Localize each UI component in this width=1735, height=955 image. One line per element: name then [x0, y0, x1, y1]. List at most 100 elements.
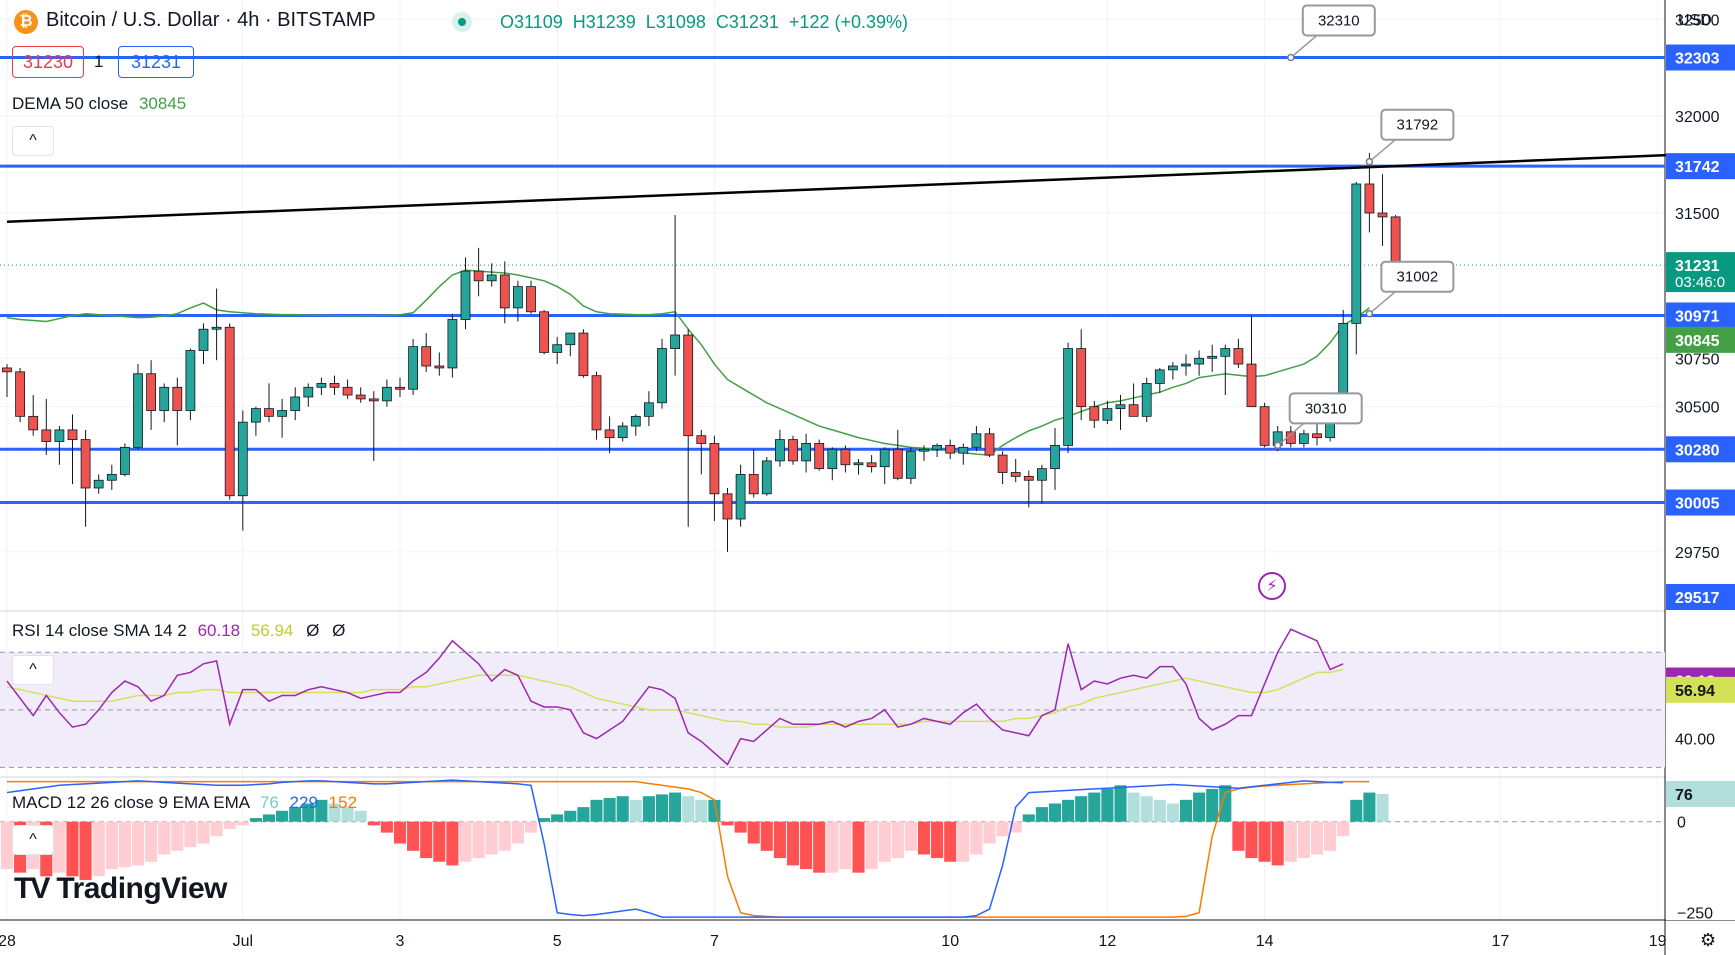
settings-icon[interactable]: ⚙	[1700, 930, 1717, 950]
macd-histogram-bar	[171, 821, 184, 851]
sell-price-button[interactable]: 31230	[12, 46, 84, 78]
candle-body	[1089, 406, 1100, 421]
macd-histogram-bar	[839, 821, 852, 870]
macd-hist-badge: 76	[1675, 787, 1693, 804]
candle-body	[578, 332, 589, 377]
candle-body	[486, 274, 497, 282]
macd-tick-label: 0	[1677, 815, 1686, 832]
macd-signal-value: 152	[328, 793, 358, 812]
macd-histogram-bar	[105, 821, 118, 870]
candle-body	[1037, 468, 1047, 481]
candle-body	[1128, 404, 1139, 417]
callouts[interactable]: 32310 31792 31002 30310	[1273, 4, 1455, 450]
price-tick-label: 32000	[1675, 109, 1720, 126]
callout-anchor	[1273, 441, 1282, 450]
macd-histogram-bar	[511, 821, 524, 844]
candle-body	[329, 383, 340, 388]
collapse-legend-button[interactable]: ^	[12, 126, 54, 156]
macd-histogram-bar	[1166, 803, 1179, 822]
macd-histogram-bar	[1193, 792, 1206, 822]
price-badge: 29517	[1675, 590, 1720, 607]
macd-label: MACD 12 26 close 9 EMA EMA	[12, 793, 250, 812]
macd-histogram-bar	[786, 821, 800, 866]
candle-body	[801, 443, 811, 462]
macd-histogram-bar	[878, 821, 891, 862]
time-axis[interactable]: 28 Jul 3 5 7 10 12 14 17 19	[0, 933, 1667, 950]
callout-box	[1288, 392, 1363, 425]
rsi-sma-line	[6, 668, 1344, 728]
candle-body	[879, 448, 890, 468]
macd-histogram-bar	[236, 821, 249, 826]
macd-histogram-bar	[669, 792, 682, 822]
dema-legend[interactable]: DEMA 50 close 30845	[12, 94, 186, 114]
candle-body	[1168, 365, 1178, 371]
macd-histogram-bar	[564, 810, 577, 822]
hline-price-badge-bg	[1666, 302, 1735, 329]
price-badge-sub: 03:46:0	[1675, 274, 1725, 291]
candle-body	[591, 375, 602, 431]
candle-body	[906, 450, 916, 479]
candle-body	[919, 448, 929, 452]
currency-label[interactable]: USD	[1678, 12, 1712, 29]
price-axis[interactable]: 32500 32000 31500 30750 30500 29750 40.00 0 −250…	[1666, 0, 1735, 923]
time-tick-label: 14	[1256, 933, 1274, 950]
rsi-collapse-button[interactable]: ^	[12, 655, 54, 685]
macd-histogram-bar	[957, 821, 970, 862]
price-tick-label: 30750	[1675, 351, 1720, 368]
rsi-legend[interactable]: RSI 14 close SMA 14 2 60.18 56.94 Ø Ø	[12, 621, 345, 641]
hline-price-badge-bg	[1666, 44, 1735, 71]
candle-body	[1299, 433, 1309, 444]
candle-body	[316, 383, 327, 388]
time-tick-label: Jul	[233, 933, 253, 950]
market-status-icon[interactable]	[452, 12, 472, 32]
candle-body	[827, 448, 838, 470]
trendline[interactable]	[6, 152, 1697, 223]
candle-body	[159, 386, 170, 411]
candle-body	[840, 448, 851, 466]
price-tick-label: 30500	[1675, 400, 1720, 417]
macd-histogram-bar	[917, 821, 931, 855]
candle-body	[120, 446, 130, 475]
macd-histogram-bar	[1245, 821, 1258, 859]
flash-icon[interactable]: ⚡	[1258, 572, 1286, 600]
candle-body	[1181, 363, 1191, 367]
candle-body	[617, 425, 628, 439]
macd-legend[interactable]: MACD 12 26 close 9 EMA EMA 76 229 152	[12, 793, 357, 813]
macd-collapse-button[interactable]: ^	[12, 825, 54, 855]
time-tick-label: 28	[0, 933, 16, 950]
macd-histogram-bar	[1258, 821, 1271, 862]
candle-body	[788, 439, 798, 462]
candle-body	[434, 365, 445, 369]
time-tick-label: 17	[1492, 933, 1510, 950]
candle-body	[630, 415, 641, 427]
macd-histogram-bar	[747, 821, 760, 844]
macd-histogram-bar	[210, 821, 223, 837]
rsi-pane	[0, 628, 1665, 768]
macd-histogram-bar	[184, 821, 197, 848]
macd-histogram-bar	[800, 821, 813, 870]
spread-value: 1	[94, 52, 104, 71]
macd-histogram-bar	[1350, 799, 1363, 822]
candle-body	[683, 334, 694, 437]
macd-histogram-bar	[1284, 821, 1297, 862]
macd-signal-line	[7, 780, 1370, 918]
rsi-tick-label: 40.00	[1675, 732, 1715, 749]
candle-body	[395, 386, 405, 390]
hline-price-badge: 31742	[1675, 159, 1720, 176]
horizontal-lines[interactable]	[0, 56, 1665, 505]
buy-price-button[interactable]: 31231	[118, 46, 194, 78]
tradingview-logo[interactable]: TV TradingView	[14, 872, 228, 906]
rsi-sma-badge: 56.94	[1675, 683, 1715, 700]
candle-body	[277, 410, 288, 417]
candle-body	[984, 433, 995, 456]
symbol-title[interactable]: Bitcoin / U.S. Dollar · 4h · BITSTAMP	[46, 9, 376, 31]
macd-line	[6, 779, 1344, 918]
rsi-value: 60.18	[197, 621, 241, 640]
chevron-up-icon: ^	[29, 661, 37, 678]
candle-body	[997, 454, 1008, 473]
candle-body	[368, 398, 379, 402]
candle-body	[932, 444, 942, 450]
candle-body	[513, 286, 523, 309]
chevron-up-icon: ^	[29, 132, 37, 149]
